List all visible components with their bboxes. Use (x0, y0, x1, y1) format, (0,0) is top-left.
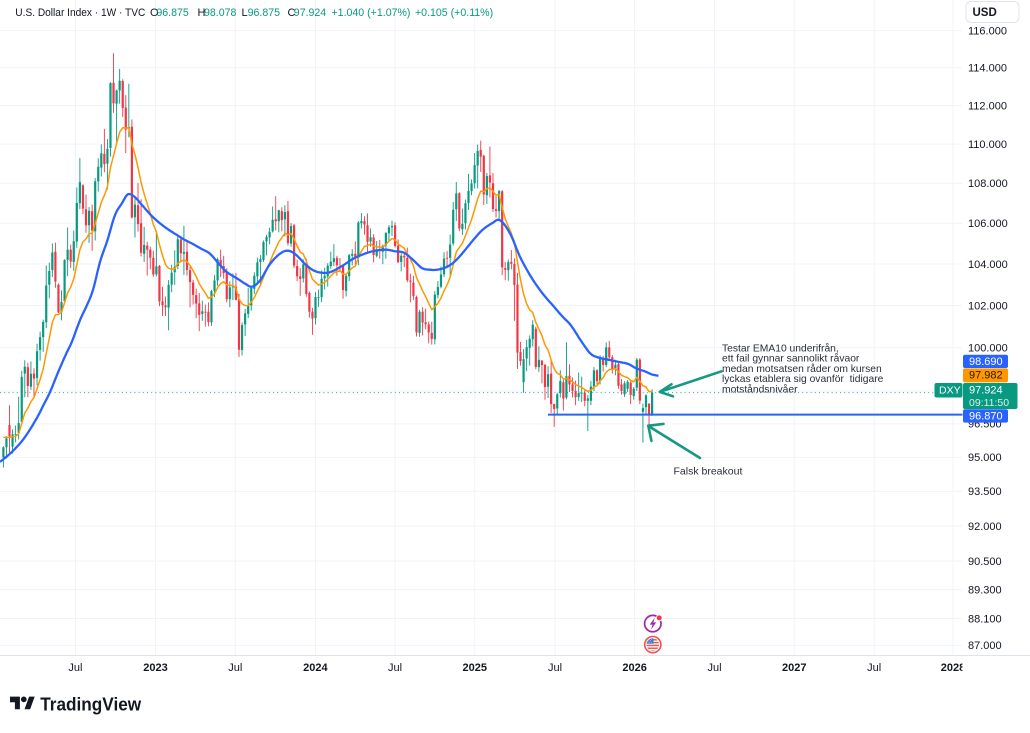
svg-text:2028: 2028 (941, 662, 965, 674)
svg-text:116.000: 116.000 (968, 25, 1007, 37)
svg-text:2026: 2026 (622, 662, 646, 674)
svg-text:88.100: 88.100 (968, 613, 1002, 625)
svg-text:97.982: 97.982 (969, 370, 1003, 382)
svg-text:U.S. Dollar Index · 1W · TVC: U.S. Dollar Index · 1W · TVC (15, 7, 145, 19)
svg-text:Jul: Jul (388, 662, 402, 674)
svg-text:92.000: 92.000 (968, 521, 1002, 533)
svg-text:2025: 2025 (463, 662, 487, 674)
svg-text:Testar EMA10 underifrån,: Testar EMA10 underifrån, (722, 342, 839, 354)
svg-text:110.000: 110.000 (968, 139, 1007, 151)
svg-text:Jul: Jul (548, 662, 562, 674)
svg-text:90.500: 90.500 (968, 556, 1002, 568)
svg-text:87.000: 87.000 (968, 640, 1002, 652)
svg-text:Falsk breakout: Falsk breakout (674, 466, 743, 478)
svg-text:106.000: 106.000 (968, 218, 1008, 230)
svg-text:Jul: Jul (68, 662, 82, 674)
svg-text:motståndsnivåer: motståndsnivåer (722, 384, 798, 396)
svg-text:lyckas etablera sig ovanför t: lyckas etablera sig ovanför tidigare (722, 374, 884, 385)
svg-text:96.870: 96.870 (969, 410, 1003, 422)
svg-text:TradingView: TradingView (40, 694, 142, 715)
svg-text:Jul: Jul (228, 662, 242, 674)
svg-text:medan motsatsen råder om kurse: medan motsatsen råder om kursen (722, 363, 882, 375)
svg-text:114.000: 114.000 (968, 63, 1007, 75)
svg-text:2024: 2024 (303, 662, 328, 674)
svg-text:100.000: 100.000 (968, 343, 1008, 355)
svg-text:DXY: DXY (939, 385, 961, 397)
svg-text:93.500: 93.500 (968, 486, 1002, 498)
svg-text:2023: 2023 (143, 662, 167, 674)
svg-text:ett fail gynnar sannolikt råva: ett fail gynnar sannolikt råvaor (722, 353, 860, 365)
svg-text:09:11:50: 09:11:50 (969, 397, 1009, 409)
svg-text:USD: USD (973, 7, 997, 19)
svg-text:104.000: 104.000 (968, 259, 1008, 271)
svg-text:Jul: Jul (867, 662, 881, 674)
svg-text:Jul: Jul (707, 662, 721, 674)
svg-text:108.000: 108.000 (968, 178, 1008, 190)
svg-text:95.000: 95.000 (968, 452, 1002, 464)
svg-text:102.000: 102.000 (968, 300, 1008, 312)
svg-text:112.000: 112.000 (968, 100, 1007, 112)
svg-text:2027: 2027 (782, 662, 806, 674)
svg-text:98.690: 98.690 (969, 356, 1003, 368)
svg-text:97.924: 97.924 (969, 385, 1003, 397)
svg-text:89.300: 89.300 (968, 584, 1002, 596)
